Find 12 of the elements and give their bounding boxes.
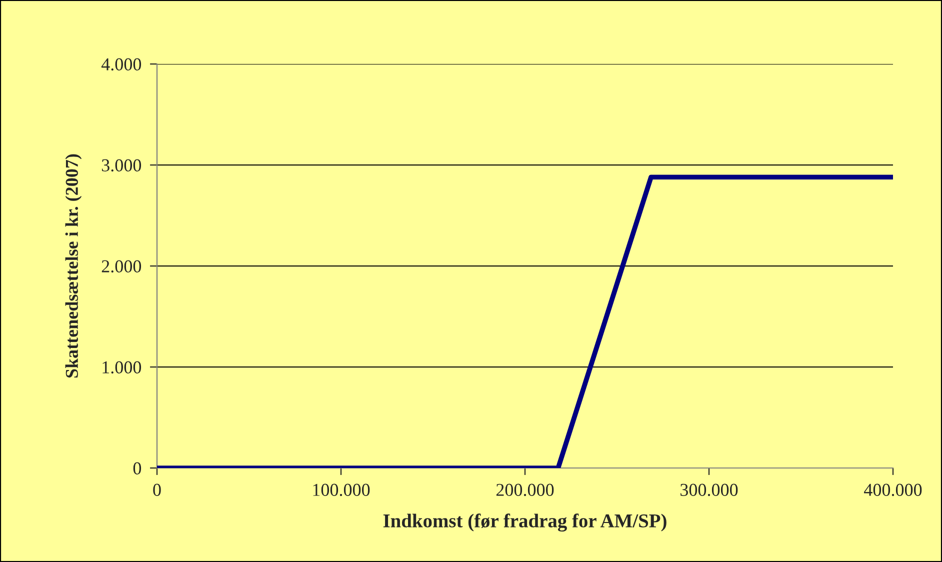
y-tick-label: 3.000: [102, 159, 142, 172]
x-tick-label: 100.000: [313, 484, 370, 496]
x-tick-label: 0: [153, 484, 161, 496]
y-tick-label: 2.000: [102, 260, 142, 273]
y-tick-label: 1.000: [102, 361, 142, 374]
x-tick-label: 300.000: [680, 484, 738, 496]
y-axis-title: Skattenedsættelse i kr. (2007): [65, 154, 82, 378]
y-tick-label: 4.000: [101, 58, 142, 71]
y-tick-label: 0: [133, 462, 142, 474]
x-tick-label: 400.000: [864, 484, 922, 496]
x-tick-label: 200.000: [496, 484, 554, 496]
x-axis-title: Indkomst (før fradrag for AM/SP): [383, 514, 666, 532]
